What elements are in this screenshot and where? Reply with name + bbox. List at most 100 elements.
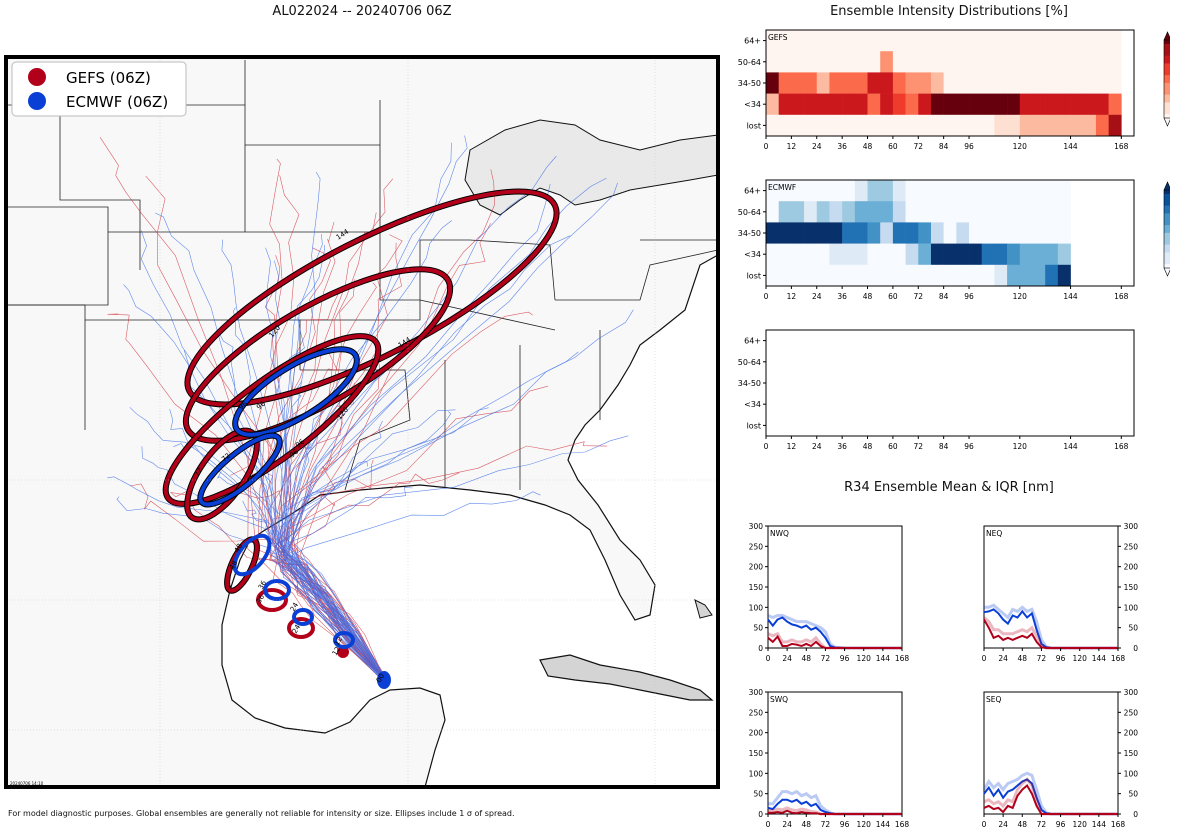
heatmap-cell — [1057, 201, 1071, 223]
ecmwf-hour-label: 12 — [333, 635, 344, 647]
heatmap-cell — [1019, 93, 1033, 116]
colorbar-swatch — [1164, 201, 1170, 206]
y-tick-label: 150 — [1124, 749, 1139, 758]
heatmap-cell — [816, 201, 830, 223]
heatmap-cell — [1019, 243, 1033, 266]
colorbar-swatch — [1164, 193, 1170, 199]
heatmap-cell — [766, 93, 779, 116]
colorbar-swatch — [1164, 59, 1170, 64]
heatmap-cell — [1032, 201, 1046, 223]
x-tick-label: 12 — [787, 292, 797, 301]
x-tick-label: 12 — [787, 142, 797, 151]
ensemble-track — [293, 367, 385, 681]
heatmap-cell — [867, 72, 881, 94]
heatmap-cell — [930, 243, 944, 266]
heatmap-cell — [867, 114, 881, 137]
y-tick-label: 250 — [1124, 708, 1139, 717]
heatmap-cell — [829, 93, 843, 116]
heatmap-cell — [930, 180, 944, 202]
heatmap-cell — [905, 51, 919, 73]
ensemble-track — [116, 496, 387, 681]
colorbar-swatch — [1164, 221, 1170, 226]
x-tick-label: 120 — [1013, 442, 1028, 451]
colorbar-swatch — [1164, 90, 1170, 95]
heatmap-cell — [1057, 180, 1071, 202]
x-tick-label: 60 — [888, 292, 898, 301]
heatmap-cell — [778, 243, 792, 266]
heatmap-cell — [994, 114, 1008, 137]
x-tick-label: 168 — [895, 654, 910, 663]
heatmap-cell — [981, 72, 995, 94]
y-tick-label: 300 — [749, 522, 764, 531]
row-label: lost — [747, 421, 761, 430]
heatmap-cell — [791, 201, 805, 223]
heatmap-cell — [854, 222, 868, 244]
heatmap-cell — [981, 180, 995, 202]
heatmap-cell — [778, 30, 792, 52]
ecmwf-mean-line — [983, 778, 1118, 815]
row-label: 50-64 — [738, 208, 761, 217]
gefs-iqr-line — [768, 806, 902, 816]
r34-neq-chart: 0 24 48 72 96 120 144 168 0 50 100 150 200 250 300 NEQ — [982, 522, 1139, 663]
ensemble-track — [267, 407, 489, 681]
heatmap-cell — [981, 201, 995, 223]
ecmwf-intensity-heatmap: 64+ 50-64 34-50 <34 lost 0 12 24 36 48 60 72 84 96 120… — [738, 179, 1170, 301]
colorbar-swatch — [1164, 217, 1170, 222]
heatmap-cell — [1019, 114, 1033, 137]
heatmap-cell — [981, 264, 995, 287]
y-tick-label: 50 — [1128, 624, 1138, 633]
heatmap-cell — [930, 114, 944, 137]
heatmap-cell — [981, 51, 995, 73]
y-tick-label: 250 — [1124, 542, 1139, 551]
heatmap-cell — [1070, 72, 1084, 94]
map-title: AL022024 -- 20240706 06Z — [272, 4, 452, 19]
heatmap-cell — [816, 243, 830, 266]
r34-title: R34 Ensemble Mean & IQR [nm] — [844, 480, 1054, 495]
x-tick-label: 84 — [939, 292, 949, 301]
gefs-iqr-line — [983, 777, 1118, 816]
y-tick-label: 200 — [1124, 729, 1139, 738]
row-label: <34 — [744, 400, 761, 409]
heatmap-cell — [981, 30, 995, 52]
colorbar-swatch — [1164, 197, 1170, 203]
ecmwf-hour-label: 36 — [257, 579, 269, 591]
heatmap-cell — [854, 264, 868, 287]
heatmap-cell — [892, 51, 906, 73]
heatmap-cell — [1095, 51, 1109, 73]
heatmap-cell — [892, 114, 906, 137]
heatmap-cell — [804, 114, 818, 137]
y-tick-label: 50 — [753, 624, 763, 633]
heatmap-cell — [778, 114, 792, 137]
colorbar-swatch — [1164, 47, 1170, 53]
heatmap-cell — [981, 114, 995, 137]
heatmap-cell — [956, 201, 970, 223]
heatmap-cell — [766, 30, 779, 52]
heatmap-cell — [1045, 243, 1059, 266]
x-tick-label: 96 — [1056, 654, 1066, 663]
heatmap-cell — [1007, 51, 1021, 73]
ensemble-track — [286, 184, 551, 681]
heatmap-cell — [829, 72, 843, 94]
heatmap-cell — [930, 201, 944, 223]
x-tick-label: 0 — [764, 142, 769, 151]
quadrant-label: NEQ — [986, 529, 1002, 538]
colorbar-swatch — [1164, 264, 1170, 269]
colorbar-swatch — [1164, 114, 1170, 119]
heatmap-cell — [1019, 180, 1033, 202]
heatmap-cell — [1057, 93, 1071, 116]
map-frame — [4, 55, 720, 789]
x-tick-label: 48 — [802, 654, 812, 663]
heatmap-cell — [766, 222, 779, 244]
colorbar-extend-bottom — [1163, 267, 1170, 277]
heatmap-cell — [1070, 30, 1084, 52]
gefs-iqr-line — [767, 631, 902, 650]
heatmap-cell — [1108, 72, 1122, 94]
ensemble-track — [272, 460, 388, 681]
x-tick-label: 24 — [812, 292, 822, 301]
heatmap-cell — [1032, 72, 1046, 94]
ensemble-track — [274, 351, 579, 681]
quadrant-label: NWQ — [770, 529, 789, 538]
heatmap-cell — [1083, 114, 1097, 137]
row-label: 34-50 — [738, 379, 761, 388]
colorbar-swatch — [1164, 94, 1170, 99]
